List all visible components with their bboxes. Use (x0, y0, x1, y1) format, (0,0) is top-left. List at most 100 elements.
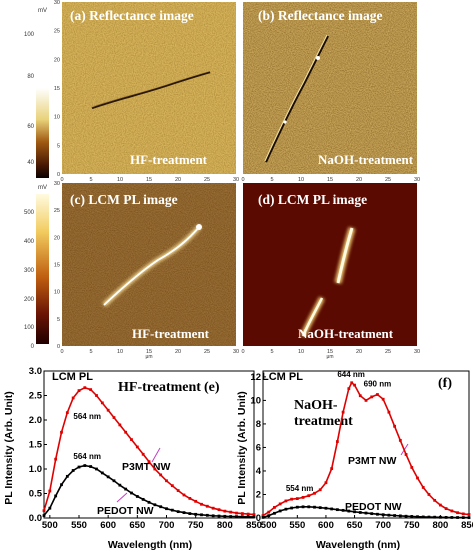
data-point (65, 474, 69, 478)
data-point (421, 515, 425, 519)
image-x-tick-label: 0 (60, 349, 63, 355)
data-point (353, 383, 356, 387)
colorbar-bottom-tick: 0 (31, 344, 35, 350)
x-tick-label: 550 (289, 520, 305, 531)
data-point (398, 514, 402, 518)
data-point (100, 401, 104, 405)
chart-e-xlabel: Wavelength (nm) (108, 539, 192, 550)
data-point (273, 511, 276, 515)
data-point (170, 484, 174, 488)
x-tick-label: 500 (261, 520, 277, 531)
data-point (350, 381, 354, 385)
data-point (341, 508, 345, 512)
image-y-tick-label: 0 (57, 344, 60, 350)
image-x-tick-label: 5 (270, 177, 273, 183)
chart-f-legend-p3mt: P3MT NW (348, 455, 397, 467)
colorbar-bottom-tick: 300 (24, 268, 35, 274)
data-point (130, 438, 133, 441)
image-y-tick-label: 20 (54, 235, 60, 241)
plot-frame (262, 370, 470, 519)
data-point (153, 503, 157, 507)
data-point (135, 445, 139, 449)
data-point (71, 469, 75, 472)
data-point (290, 506, 294, 510)
image-y-tick-label: 30 (54, 0, 60, 6)
data-point (398, 438, 402, 442)
data-point (353, 510, 356, 514)
data-point (335, 440, 339, 443)
series-line (43, 386, 255, 516)
data-point (170, 508, 174, 512)
image-x-tick-label: 20 (356, 177, 362, 183)
y-tick-label: 8 (256, 419, 261, 430)
data-point (48, 506, 52, 510)
data-point (235, 515, 238, 519)
data-point (252, 513, 256, 516)
data-point (450, 509, 454, 513)
panel-d: (d) LCM PL image NaOH-treatment 0 5 10 15 20… (241, 183, 420, 360)
y-tick-label: 12 (250, 372, 261, 383)
x-tick-label: 850 (246, 520, 262, 531)
image-axis-unit: μm (145, 354, 152, 360)
peak-annotation: 554 nm (286, 484, 314, 493)
data-point (467, 513, 471, 516)
panel-b-caption: NaOH-treatment (318, 152, 414, 167)
data-point (165, 479, 168, 483)
image-y-tick-label: 20 (54, 57, 60, 63)
panel-c-caption: HF-treatment (132, 326, 210, 341)
colorbar-bottom-tick: 400 (24, 239, 35, 245)
panel-c: (c) LCM PL image HF-treatment 0 5 10 15 20 25… (54, 181, 239, 360)
data-point (65, 411, 69, 415)
colorbar-top-tick: 80 (27, 74, 34, 80)
data-point (461, 512, 465, 516)
data-point (404, 514, 408, 518)
data-point (60, 483, 63, 487)
image-x-tick-label: 25 (385, 349, 391, 355)
image-y-tick-label: 10 (54, 115, 60, 121)
data-point (284, 499, 288, 503)
image-x-tick-label: 30 (233, 177, 239, 183)
data-point (48, 489, 52, 493)
data-point (194, 512, 198, 516)
colorbar-bottom-tick: 500 (24, 210, 35, 216)
x-tick-label: 800 (432, 520, 448, 531)
image-x-tick-label: 30 (233, 349, 239, 355)
image-y-tick-label: 0 (57, 172, 60, 178)
data-point (153, 467, 157, 471)
data-point (165, 507, 168, 511)
data-point (444, 507, 448, 510)
data-point (211, 506, 215, 510)
data-point (141, 497, 145, 501)
panel-a: (a) Reflectance image HF-treatment 0 5 10 1… (54, 0, 239, 188)
data-point (381, 513, 385, 517)
colorbar-bottom-tick: 100 (24, 325, 35, 331)
data-point (135, 495, 139, 498)
image-x-tick-label: 15 (146, 177, 152, 183)
peak-annotation: 564 nm (73, 412, 101, 421)
data-point (159, 473, 163, 477)
data-point (313, 491, 316, 495)
data-point (307, 505, 311, 509)
data-point (54, 494, 58, 498)
y-tick-label: 4 (256, 466, 262, 477)
data-point (318, 506, 322, 510)
data-point (427, 515, 431, 519)
data-point (404, 453, 408, 456)
image-x-tick-label: 15 (327, 177, 333, 183)
data-point (370, 512, 374, 516)
image-x-tick-label: 20 (175, 177, 181, 183)
data-point (461, 516, 465, 519)
data-point (376, 393, 379, 396)
image-y-tick-label: 25 (54, 29, 60, 35)
image-x-tick-label: 20 (356, 349, 362, 355)
chart-f-treatment-line2: treatment (294, 414, 353, 429)
panel-b: (b) Reflectance image NaOH-treatment 0 5 1… (241, 2, 420, 188)
image-x-tick-label: 5 (89, 177, 92, 183)
chart-f-legend-pedot: PEDOT NW (345, 501, 402, 513)
data-point (71, 396, 75, 400)
data-point (347, 387, 351, 391)
data-point (159, 505, 163, 509)
colorbar-bottom-gradient (36, 194, 49, 344)
data-point (456, 516, 459, 519)
chart-e-legend-p3mt: P3MT NW (122, 461, 171, 473)
